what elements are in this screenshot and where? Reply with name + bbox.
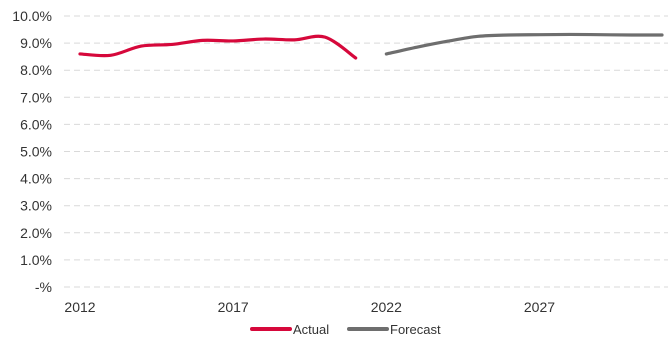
x-axis: 2012 2017 2022 2027	[64, 299, 555, 315]
x-tick-label: 2027	[524, 299, 555, 315]
y-tick-label: 5.0%	[20, 144, 52, 160]
y-tick-label: 10.0%	[12, 8, 52, 24]
y-tick-label: 2.0%	[20, 225, 52, 241]
x-tick-label: 2012	[64, 299, 95, 315]
y-tick-label: 9.0%	[20, 35, 52, 51]
y-tick-label: 1.0%	[20, 252, 52, 268]
series-lines	[78, 32, 664, 60]
x-tick-label: 2017	[218, 299, 249, 315]
y-tick-label: 7.0%	[20, 89, 52, 105]
gridlines	[64, 15, 668, 288]
y-tick-label: 8.0%	[20, 62, 52, 78]
series-line-actual	[78, 34, 358, 60]
legend: Actual Forecast	[250, 322, 441, 337]
x-tick-label: 2022	[371, 299, 402, 315]
series-line-forecast	[384, 32, 664, 56]
legend-label-forecast: Forecast	[390, 322, 441, 337]
y-tick-label: 3.0%	[20, 198, 52, 214]
y-tick-label: -%	[35, 279, 52, 295]
y-tick-label: 6.0%	[20, 116, 52, 132]
y-tick-label: 4.0%	[20, 171, 52, 187]
y-axis: -% 1.0% 2.0% 3.0% 4.0% 5.0% 6.0% 7.0% 8.0% 9.0% 10…	[12, 8, 52, 295]
legend-label-actual: Actual	[293, 322, 329, 337]
